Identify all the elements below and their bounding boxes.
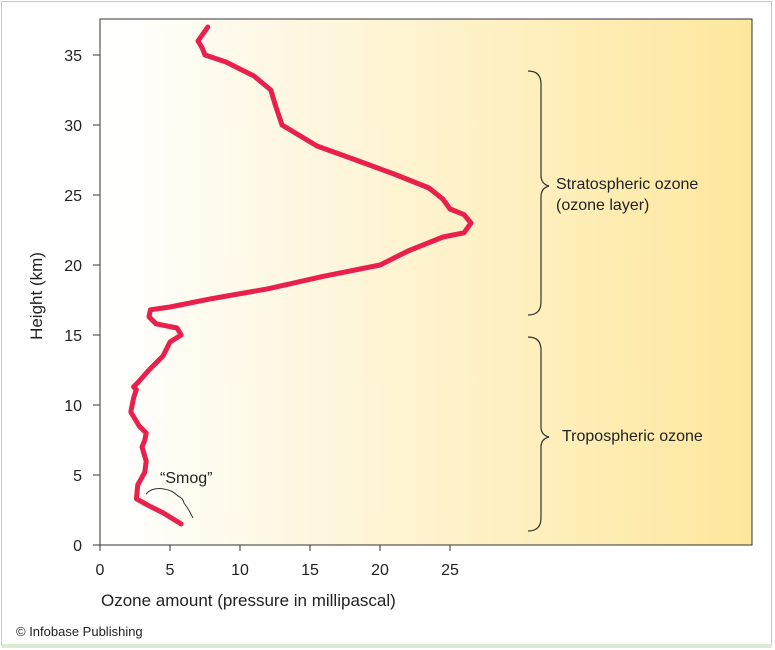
bottom-strip <box>2 644 772 648</box>
y-tick-label: 5 <box>73 468 82 485</box>
ozone-layer-label: (ozone layer) <box>556 197 649 214</box>
x-tick-label: 15 <box>301 562 319 579</box>
credit-text: © Infobase Publishing <box>16 624 143 639</box>
y-tick-label: 25 <box>64 188 82 205</box>
stratospheric-label: Stratospheric ozone <box>556 176 698 193</box>
y-tick-label: 20 <box>64 258 82 275</box>
y-tick-label: 15 <box>64 328 82 345</box>
tropospheric-brace <box>527 336 550 532</box>
y-axis: 0 5 10 15 20 25 30 35 <box>64 48 100 555</box>
ozone-profile-line <box>128 24 474 527</box>
x-tick-label: 5 <box>166 562 175 579</box>
plot-area <box>99 18 753 546</box>
y-tick-label: 30 <box>64 118 82 135</box>
x-tick-label: 20 <box>371 562 389 579</box>
smog-label: “Smog” <box>160 470 212 487</box>
x-axis: 0 5 10 15 20 25 <box>96 545 459 579</box>
y-tick-label: 10 <box>64 398 82 415</box>
x-tick-label: 0 <box>96 562 105 579</box>
y-axis-title: Height (km) <box>27 252 46 340</box>
y-tick-label: 35 <box>64 48 82 65</box>
x-axis-title: Ozone amount (pressure in millipascal) <box>101 591 396 610</box>
tropospheric-label: Tropospheric ozone <box>562 428 703 445</box>
x-tick-label: 10 <box>231 562 249 579</box>
x-tick-label: 25 <box>441 562 459 579</box>
y-tick-label: 0 <box>73 538 82 555</box>
stratospheric-brace <box>527 70 550 316</box>
smog-brace <box>145 488 194 519</box>
